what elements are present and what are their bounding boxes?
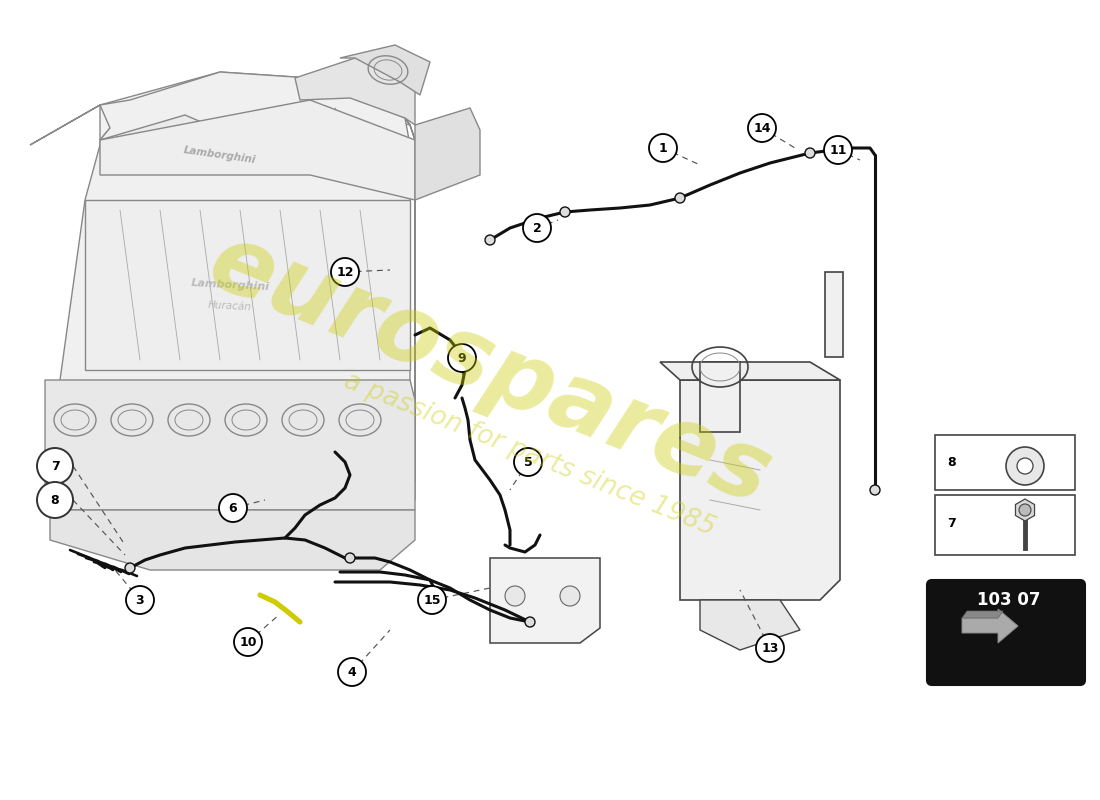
Polygon shape bbox=[680, 380, 840, 600]
Circle shape bbox=[649, 134, 676, 162]
Circle shape bbox=[870, 485, 880, 495]
Circle shape bbox=[125, 563, 135, 573]
Text: 14: 14 bbox=[754, 122, 771, 134]
Circle shape bbox=[522, 214, 551, 242]
Circle shape bbox=[1006, 447, 1044, 485]
Polygon shape bbox=[30, 72, 415, 555]
Text: 2: 2 bbox=[532, 222, 541, 234]
Circle shape bbox=[345, 553, 355, 563]
Text: a passion for parts since 1985: a passion for parts since 1985 bbox=[340, 368, 719, 542]
Circle shape bbox=[514, 448, 542, 476]
Text: 15: 15 bbox=[424, 594, 441, 606]
Text: 10: 10 bbox=[240, 635, 256, 649]
Polygon shape bbox=[490, 558, 600, 643]
Polygon shape bbox=[1015, 499, 1034, 521]
Text: 5: 5 bbox=[524, 455, 532, 469]
Polygon shape bbox=[45, 380, 415, 510]
Circle shape bbox=[805, 148, 815, 158]
Polygon shape bbox=[100, 115, 220, 155]
Polygon shape bbox=[660, 362, 840, 380]
Circle shape bbox=[456, 350, 468, 360]
Text: eurospares: eurospares bbox=[196, 215, 784, 525]
Circle shape bbox=[37, 482, 73, 518]
Polygon shape bbox=[415, 108, 480, 200]
Text: 13: 13 bbox=[761, 642, 779, 654]
Circle shape bbox=[748, 114, 775, 142]
Bar bbox=[935, 435, 1075, 490]
Text: Lamborghini: Lamborghini bbox=[183, 145, 257, 165]
Bar bbox=[935, 495, 1075, 555]
Polygon shape bbox=[340, 45, 430, 95]
Text: 103 07: 103 07 bbox=[977, 591, 1041, 609]
Bar bbox=[825, 272, 843, 357]
Text: 8: 8 bbox=[947, 456, 956, 469]
Circle shape bbox=[338, 658, 366, 686]
Text: 12: 12 bbox=[337, 266, 354, 278]
Circle shape bbox=[234, 628, 262, 656]
Polygon shape bbox=[295, 58, 415, 125]
Circle shape bbox=[756, 634, 784, 662]
Circle shape bbox=[560, 207, 570, 217]
FancyBboxPatch shape bbox=[927, 580, 1085, 685]
Polygon shape bbox=[700, 600, 800, 650]
Bar bbox=[700, 362, 740, 432]
Circle shape bbox=[1019, 504, 1031, 516]
Text: 6: 6 bbox=[229, 502, 238, 514]
Polygon shape bbox=[962, 611, 1003, 618]
Circle shape bbox=[219, 494, 248, 522]
Text: 7: 7 bbox=[51, 459, 59, 473]
Polygon shape bbox=[100, 100, 415, 200]
Text: Huracán: Huracán bbox=[208, 300, 252, 312]
Text: 3: 3 bbox=[135, 594, 144, 606]
Circle shape bbox=[525, 617, 535, 627]
Text: 4: 4 bbox=[348, 666, 356, 678]
Polygon shape bbox=[310, 118, 415, 555]
Polygon shape bbox=[962, 609, 1018, 643]
Polygon shape bbox=[85, 200, 410, 370]
Polygon shape bbox=[100, 72, 410, 140]
Circle shape bbox=[418, 586, 446, 614]
Text: 9: 9 bbox=[458, 351, 466, 365]
Circle shape bbox=[331, 258, 359, 286]
Circle shape bbox=[37, 448, 73, 484]
Text: 7: 7 bbox=[947, 517, 956, 530]
Circle shape bbox=[448, 344, 476, 372]
Circle shape bbox=[824, 136, 852, 164]
Circle shape bbox=[505, 586, 525, 606]
Text: Lamborghini: Lamborghini bbox=[190, 278, 270, 292]
Circle shape bbox=[485, 235, 495, 245]
Circle shape bbox=[560, 586, 580, 606]
Polygon shape bbox=[50, 510, 415, 570]
Circle shape bbox=[126, 586, 154, 614]
Circle shape bbox=[1018, 458, 1033, 474]
Text: 1: 1 bbox=[659, 142, 668, 154]
Circle shape bbox=[675, 193, 685, 203]
Text: 11: 11 bbox=[829, 143, 847, 157]
Text: 8: 8 bbox=[51, 494, 59, 506]
